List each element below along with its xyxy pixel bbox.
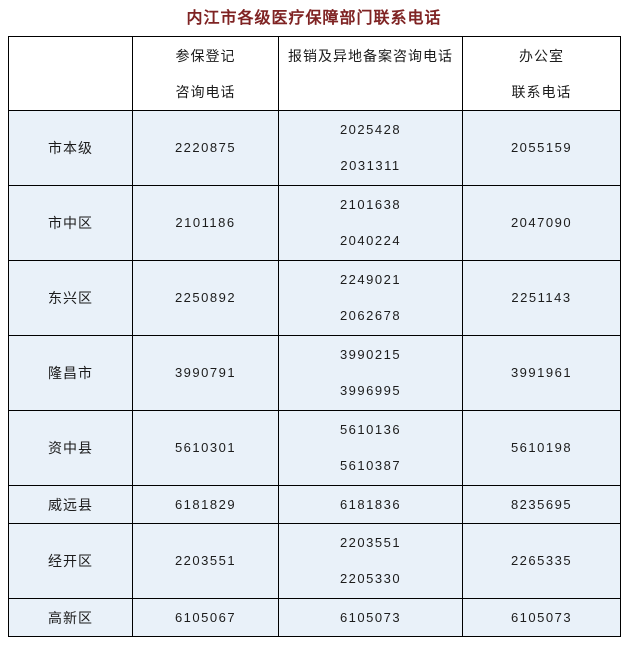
register-phone-cell: 3990791 <box>132 335 279 411</box>
contact-table: 参保登记 咨询电话 报销及异地备案咨询电话 办公室 联系电话 市本级 2220875 202… <box>8 36 621 637</box>
row-label-line: 经开区 <box>48 553 93 569</box>
row-label: 经开区 <box>8 523 133 599</box>
page-title: 内江市各级医疗保障部门联系电话 <box>186 10 442 27</box>
office-phone-cell: 2047090 <box>462 185 621 261</box>
reimburse-phone-cell: 6105073 <box>278 598 463 637</box>
office-phone-cell: 2251143 <box>462 260 621 336</box>
table-row: 隆昌市 3990791 3990215 3996995 3991961 <box>8 335 621 411</box>
table-row: 市本级 2220875 2025428 2031311 2055159 <box>8 110 621 186</box>
row-label-line: 市本级 <box>48 140 93 156</box>
office-phone-cell: 3991961 <box>462 335 621 411</box>
register-phone-cell-line: 2101186 <box>175 215 236 230</box>
table-row: 高新区 6105067 6105073 6105073 <box>8 598 621 637</box>
reimburse-phone-cell: 2203551 2205330 <box>278 523 463 599</box>
office-phone-cell: 8235695 <box>462 485 621 524</box>
reimburse-phone-cell: 6181836 <box>278 485 463 524</box>
register-phone-cell-line: 6181829 <box>174 496 237 512</box>
reimburse-phone-cell-line: 6181836 <box>339 496 402 512</box>
reimburse-phone-cell-line: 6105073 <box>339 609 402 625</box>
row-label-line: 市中区 <box>48 215 93 231</box>
register-phone-cell: 5610301 <box>132 410 279 486</box>
register-phone-cell: 2220875 <box>132 110 279 186</box>
reimburse-phone-cell: 5610136 5610387 <box>278 410 463 486</box>
table-row: 市中区 2101186 2101638 2040224 2047090 <box>8 185 621 261</box>
header-row: 参保登记 咨询电话 报销及异地备案咨询电话 办公室 联系电话 <box>8 36 621 111</box>
office-phone-cell: 2265335 <box>462 523 621 599</box>
register-phone-cell-line: 3990791 <box>174 365 237 380</box>
header-cell-blank <box>8 36 133 111</box>
register-phone-cell: 2101186 <box>132 185 279 261</box>
register-phone-cell-line: 2250892 <box>174 290 237 305</box>
row-label: 市中区 <box>8 185 133 261</box>
office-phone-cell-line: 2047090 <box>510 215 573 230</box>
reimburse-phone-cell-line: 2203551 <box>339 535 402 550</box>
register-phone-cell: 6181829 <box>132 485 279 524</box>
header-cell-office: 办公室 联系电话 <box>462 36 621 111</box>
row-label-line: 隆昌市 <box>48 365 93 381</box>
table-row: 资中县 5610301 5610136 5610387 5610198 <box>8 410 621 486</box>
office-phone-cell: 5610198 <box>462 410 621 486</box>
reimburse-phone-cell-line: 2205330 <box>339 571 402 586</box>
row-label: 市本级 <box>8 110 133 186</box>
table-header: 参保登记 咨询电话 报销及异地备案咨询电话 办公室 联系电话 <box>8 36 621 111</box>
register-phone-cell-line: 5610301 <box>174 440 237 455</box>
register-phone-cell-line: 2220875 <box>174 140 237 155</box>
table-body: 市本级 2220875 2025428 2031311 2055159 市中区 210118… <box>8 110 621 637</box>
header-cell-register-line: 咨询电话 <box>175 83 236 100</box>
office-phone-cell-line: 2265335 <box>510 553 573 568</box>
header-cell-register-line: 参保登记 <box>175 47 236 64</box>
register-phone-cell: 6105067 <box>132 598 279 637</box>
row-label: 威远县 <box>8 485 133 524</box>
header-cell-register: 参保登记 咨询电话 <box>132 36 279 111</box>
register-phone-cell-line: 2203551 <box>174 553 237 568</box>
reimburse-phone-cell: 2025428 2031311 <box>278 110 463 186</box>
table-row: 威远县 6181829 6181836 8235695 <box>8 485 621 524</box>
reimburse-phone-cell: 2101638 2040224 <box>278 185 463 261</box>
reimburse-phone-cell-line: 5610387 <box>339 458 402 473</box>
header-cell-reimburse: 报销及异地备案咨询电话 <box>278 36 463 111</box>
reimburse-phone-cell-line: 2040224 <box>339 233 402 248</box>
reimburse-phone-cell-line: 3990215 <box>339 347 402 362</box>
header-cell-office-line: 办公室 <box>519 47 564 64</box>
reimburse-phone-cell-line: 2101638 <box>339 197 402 212</box>
table-row: 东兴区 2250892 2249021 2062678 2251143 <box>8 260 621 336</box>
office-phone-cell-line: 5610198 <box>510 440 573 455</box>
row-label-line: 资中县 <box>48 440 93 456</box>
row-label: 东兴区 <box>8 260 133 336</box>
reimburse-phone-cell-line: 2031311 <box>340 158 401 173</box>
row-label: 高新区 <box>8 598 133 637</box>
header-cell-office-line: 联系电话 <box>511 83 572 100</box>
office-phone-cell-line: 2251143 <box>511 290 572 305</box>
register-phone-cell-line: 6105067 <box>174 609 237 625</box>
row-label-line: 威远县 <box>48 496 93 513</box>
reimburse-phone-cell-line: 2025428 <box>339 122 402 137</box>
row-label-line: 东兴区 <box>48 290 93 306</box>
table-row: 经开区 2203551 2203551 2205330 2265335 <box>8 523 621 599</box>
reimburse-phone-cell: 2249021 2062678 <box>278 260 463 336</box>
header-cell-reimburse-line <box>279 74 462 110</box>
row-label-line: 高新区 <box>48 609 93 626</box>
header-cell-reimburse-line: 报销及异地备案咨询电话 <box>288 47 453 64</box>
register-phone-cell: 2250892 <box>132 260 279 336</box>
reimburse-phone-cell-line: 2062678 <box>339 308 402 323</box>
register-phone-cell: 2203551 <box>132 523 279 599</box>
reimburse-phone-cell-line: 3996995 <box>339 383 402 398</box>
office-phone-cell: 2055159 <box>462 110 621 186</box>
row-label: 隆昌市 <box>8 335 133 411</box>
reimburse-phone-cell: 3990215 3996995 <box>278 335 463 411</box>
office-phone-cell-line: 2055159 <box>510 140 573 155</box>
row-label: 资中县 <box>8 410 133 486</box>
office-phone-cell: 6105073 <box>462 598 621 637</box>
office-phone-cell-line: 6105073 <box>510 609 573 625</box>
office-phone-cell-line: 8235695 <box>510 496 573 512</box>
office-phone-cell-line: 3991961 <box>510 365 573 380</box>
reimburse-phone-cell-line: 5610136 <box>339 422 402 437</box>
reimburse-phone-cell-line: 2249021 <box>339 272 402 287</box>
